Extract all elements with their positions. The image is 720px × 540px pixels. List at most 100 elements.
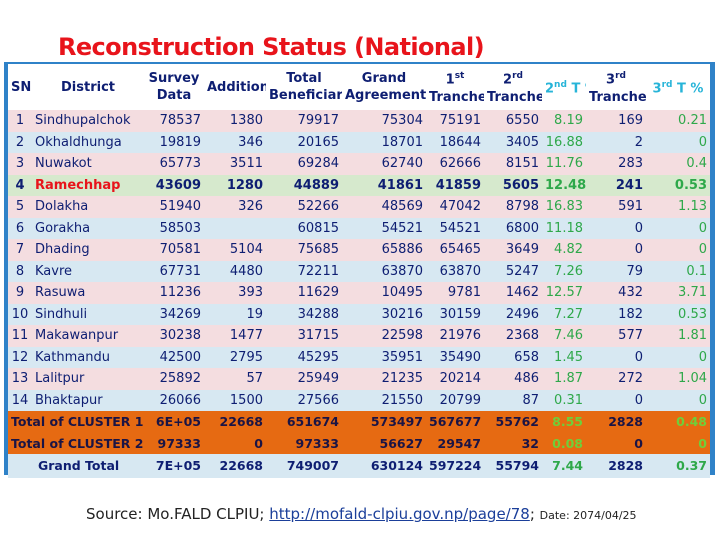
cell-t2: 6800 [484,217,542,239]
cell-total: 69284 [266,153,342,175]
source-link[interactable]: http://mofald-clpiu.gov.np/page/78 [269,505,530,523]
cell-survey: 11236 [144,282,204,304]
cell-t2: 55762 [484,411,542,433]
cell-survey: 25892 [144,368,204,390]
header-survey: Survey Data [144,64,204,110]
cell-t1: 9781 [426,282,484,304]
cell-grand: 10495 [342,282,426,304]
cell-grand: 48569 [342,196,426,218]
cell-grand: 573497 [342,411,426,433]
cell-survey: 7E+05 [144,454,204,478]
cell-t1: 62666 [426,153,484,175]
table-row: 12 Kathmandu 42500 2795 45295 35951 3549… [8,346,710,368]
cell-addition: 5104 [204,239,266,261]
cell-survey: 70581 [144,239,204,261]
cell-t3pct: 0.1 [646,260,710,282]
cell-t2: 8151 [484,153,542,175]
cell-total: 31715 [266,325,342,347]
cell-t3: 79 [586,260,646,282]
header-grand-agreement: Grand Agreement [342,64,426,110]
cell-district: Nuwakot [32,153,144,175]
cell-total: 79917 [266,110,342,132]
cell-t3pct: 0.48 [646,411,710,433]
cell-t1: 65465 [426,239,484,261]
source-date: Date: 2074/04/25 [539,509,637,522]
cell-sn: 11 [8,325,32,347]
cell-total: 27566 [266,389,342,411]
cell-t3pct: 0.21 [646,110,710,132]
cell-grand: 22598 [342,325,426,347]
cell-survey: 78537 [144,110,204,132]
cell-survey: 67731 [144,260,204,282]
cell-addition: 19 [204,303,266,325]
cell-sn: 1 [8,110,32,132]
cell-t3: 2828 [586,411,646,433]
cell-t1: 75191 [426,110,484,132]
cell-t3: 0 [586,432,646,454]
source-note: Source: Mo.FALD CLPIU; http://mofald-clp… [86,505,637,523]
cell-total: 75685 [266,239,342,261]
cell-t2: 3649 [484,239,542,261]
status-table-frame: SN District Survey Data Addition Total Ben… [4,62,715,478]
cell-t3: 0 [586,346,646,368]
table-row: 9 Rasuwa 11236 393 11629 10495 9781 1462… [8,282,710,304]
cell-grand: 75304 [342,110,426,132]
table-row: 10 Sindhuli 34269 19 34288 30216 30159 2… [8,303,710,325]
cell-t3: 241 [586,174,646,196]
cell-t2pct: 16.88 [542,131,586,153]
cell-grand: 35951 [342,346,426,368]
cell-total: 749007 [266,454,342,478]
cell-t1: 30159 [426,303,484,325]
cell-grand: 62740 [342,153,426,175]
cell-total: 34288 [266,303,342,325]
cell-t3: 272 [586,368,646,390]
cell-t2pct: 4.82 [542,239,586,261]
cell-survey: 51940 [144,196,204,218]
cell-t2: 5247 [484,260,542,282]
header-third-tranche-percent: 3rd T % [646,64,710,110]
cell-addition: 1477 [204,325,266,347]
cell-t3: 169 [586,110,646,132]
cell-district: Sindhuli [32,303,144,325]
cell-sn: 13 [8,368,32,390]
header-total-beneficiary: TotalBeneficiary [266,64,342,110]
cell-t2pct: 12.57 [542,282,586,304]
cell-t2pct: 7.26 [542,260,586,282]
cell-t1: 20799 [426,389,484,411]
cell-sn: 9 [8,282,32,304]
cell-addition: 0 [204,432,266,454]
cell-t2pct: 7.27 [542,303,586,325]
cell-t3pct: 0.4 [646,153,710,175]
header-district: District [32,64,144,110]
cell-t2pct: 7.44 [542,454,586,478]
cell-t2pct: 16.83 [542,196,586,218]
cell-t1: 597224 [426,454,484,478]
header-second-tranche-percent: 2nd T % [542,64,586,110]
cell-addition: 57 [204,368,266,390]
cell-t1: 47042 [426,196,484,218]
cell-t1: 63870 [426,260,484,282]
cell-t3pct: 1.81 [646,325,710,347]
cell-addition [204,217,266,239]
cell-t1: 20214 [426,368,484,390]
cell-district: Dolakha [32,196,144,218]
cell-total: 44889 [266,174,342,196]
grand-total-row: Grand Total 7E+05 22668 749007 630124 59… [8,454,710,478]
cell-sn: 3 [8,153,32,175]
cell-t2: 55794 [484,454,542,478]
cell-addition: 1500 [204,389,266,411]
cell-t1: 35490 [426,346,484,368]
cell-t3pct: 1.04 [646,368,710,390]
cell-t3: 283 [586,153,646,175]
cell-grand: 54521 [342,217,426,239]
cell-addition: 346 [204,131,266,153]
cell-t3: 432 [586,282,646,304]
cell-t2pct: 8.55 [542,411,586,433]
cell-addition: 22668 [204,454,266,478]
cell-survey: 65773 [144,153,204,175]
cell-t3: 591 [586,196,646,218]
cell-t1: 54521 [426,217,484,239]
cell-sn: 7 [8,239,32,261]
cell-t3pct: 0 [646,217,710,239]
cell-t2: 1462 [484,282,542,304]
